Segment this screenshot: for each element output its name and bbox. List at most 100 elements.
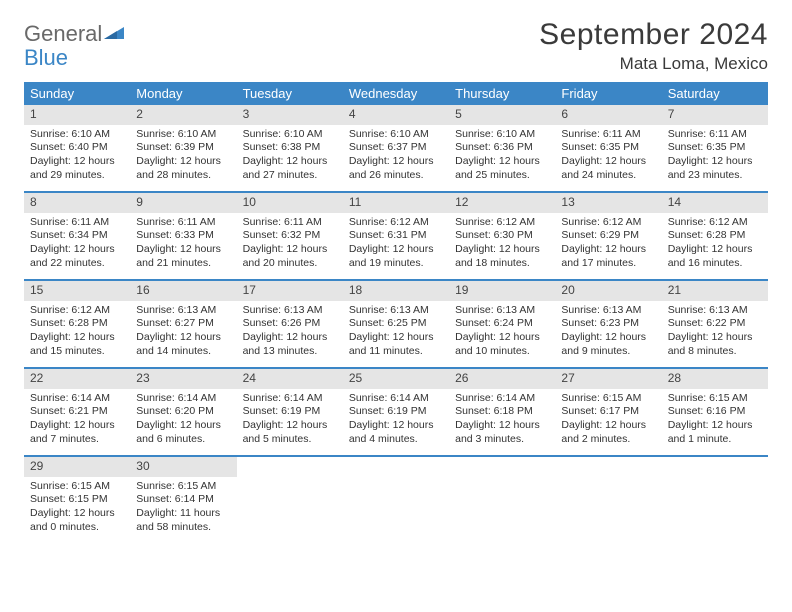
daylight-text: Daylight: 12 hours and 7 minutes.: [30, 419, 124, 446]
dow-monday: Monday: [130, 82, 236, 105]
daylight-text: Daylight: 12 hours and 9 minutes.: [561, 331, 655, 358]
sunrise-text: Sunrise: 6:12 AM: [349, 216, 443, 230]
day-number: 21: [662, 281, 768, 301]
day-number: 10: [237, 193, 343, 213]
sunset-text: Sunset: 6:19 PM: [349, 405, 443, 419]
day-body: Sunrise: 6:11 AMSunset: 6:34 PMDaylight:…: [24, 213, 130, 277]
sunset-text: Sunset: 6:23 PM: [561, 317, 655, 331]
day-number: 1: [24, 105, 130, 125]
sunset-text: Sunset: 6:26 PM: [243, 317, 337, 331]
day-cell: 26Sunrise: 6:14 AMSunset: 6:18 PMDayligh…: [449, 369, 555, 455]
day-cell: 5Sunrise: 6:10 AMSunset: 6:36 PMDaylight…: [449, 105, 555, 191]
daylight-text: Daylight: 12 hours and 13 minutes.: [243, 331, 337, 358]
sunrise-text: Sunrise: 6:13 AM: [243, 304, 337, 318]
sunset-text: Sunset: 6:20 PM: [136, 405, 230, 419]
daylight-text: Daylight: 12 hours and 23 minutes.: [668, 155, 762, 182]
daylight-text: Daylight: 12 hours and 29 minutes.: [30, 155, 124, 182]
sunset-text: Sunset: 6:22 PM: [668, 317, 762, 331]
daylight-text: Daylight: 12 hours and 17 minutes.: [561, 243, 655, 270]
sunset-text: Sunset: 6:28 PM: [668, 229, 762, 243]
day-body: Sunrise: 6:15 AMSunset: 6:14 PMDaylight:…: [130, 477, 236, 541]
daylight-text: Daylight: 12 hours and 16 minutes.: [668, 243, 762, 270]
daylight-text: Daylight: 12 hours and 26 minutes.: [349, 155, 443, 182]
dow-thursday: Thursday: [449, 82, 555, 105]
day-body: Sunrise: 6:13 AMSunset: 6:24 PMDaylight:…: [449, 301, 555, 365]
daylight-text: Daylight: 12 hours and 22 minutes.: [30, 243, 124, 270]
dow-tuesday: Tuesday: [237, 82, 343, 105]
sunrise-text: Sunrise: 6:11 AM: [668, 128, 762, 142]
day-cell: 17Sunrise: 6:13 AMSunset: 6:26 PMDayligh…: [237, 281, 343, 367]
day-cell: 1Sunrise: 6:10 AMSunset: 6:40 PMDaylight…: [24, 105, 130, 191]
day-body: Sunrise: 6:13 AMSunset: 6:23 PMDaylight:…: [555, 301, 661, 365]
day-number: 7: [662, 105, 768, 125]
day-cell: 3Sunrise: 6:10 AMSunset: 6:38 PMDaylight…: [237, 105, 343, 191]
day-cell: 11Sunrise: 6:12 AMSunset: 6:31 PMDayligh…: [343, 193, 449, 279]
day-number: 29: [24, 457, 130, 477]
sunset-text: Sunset: 6:33 PM: [136, 229, 230, 243]
daylight-text: Daylight: 12 hours and 0 minutes.: [30, 507, 124, 534]
day-cell: 19Sunrise: 6:13 AMSunset: 6:24 PMDayligh…: [449, 281, 555, 367]
daylight-text: Daylight: 12 hours and 1 minute.: [668, 419, 762, 446]
sunrise-text: Sunrise: 6:10 AM: [30, 128, 124, 142]
day-body: Sunrise: 6:12 AMSunset: 6:29 PMDaylight:…: [555, 213, 661, 277]
sunset-text: Sunset: 6:37 PM: [349, 141, 443, 155]
dow-saturday: Saturday: [662, 82, 768, 105]
empty-cell: [662, 457, 768, 543]
daylight-text: Daylight: 11 hours and 58 minutes.: [136, 507, 230, 534]
daylight-text: Daylight: 12 hours and 15 minutes.: [30, 331, 124, 358]
sunrise-text: Sunrise: 6:14 AM: [349, 392, 443, 406]
day-cell: 16Sunrise: 6:13 AMSunset: 6:27 PMDayligh…: [130, 281, 236, 367]
day-body: Sunrise: 6:12 AMSunset: 6:28 PMDaylight:…: [662, 213, 768, 277]
daylight-text: Daylight: 12 hours and 20 minutes.: [243, 243, 337, 270]
dow-friday: Friday: [555, 82, 661, 105]
day-number: 23: [130, 369, 236, 389]
day-cell: 4Sunrise: 6:10 AMSunset: 6:37 PMDaylight…: [343, 105, 449, 191]
daylight-text: Daylight: 12 hours and 11 minutes.: [349, 331, 443, 358]
week-row: 8Sunrise: 6:11 AMSunset: 6:34 PMDaylight…: [24, 191, 768, 279]
day-number: 27: [555, 369, 661, 389]
sunset-text: Sunset: 6:21 PM: [30, 405, 124, 419]
sunset-text: Sunset: 6:14 PM: [136, 493, 230, 507]
day-body: Sunrise: 6:14 AMSunset: 6:21 PMDaylight:…: [24, 389, 130, 453]
week-row: 22Sunrise: 6:14 AMSunset: 6:21 PMDayligh…: [24, 367, 768, 455]
daylight-text: Daylight: 12 hours and 4 minutes.: [349, 419, 443, 446]
dow-row: SundayMondayTuesdayWednesdayThursdayFrid…: [24, 82, 768, 105]
day-cell: 27Sunrise: 6:15 AMSunset: 6:17 PMDayligh…: [555, 369, 661, 455]
empty-cell: [343, 457, 449, 543]
day-number: 8: [24, 193, 130, 213]
day-number: 3: [237, 105, 343, 125]
sunrise-text: Sunrise: 6:15 AM: [561, 392, 655, 406]
day-cell: 28Sunrise: 6:15 AMSunset: 6:16 PMDayligh…: [662, 369, 768, 455]
day-number: 25: [343, 369, 449, 389]
day-body: Sunrise: 6:15 AMSunset: 6:16 PMDaylight:…: [662, 389, 768, 453]
day-cell: 30Sunrise: 6:15 AMSunset: 6:14 PMDayligh…: [130, 457, 236, 543]
day-number: 26: [449, 369, 555, 389]
sunrise-text: Sunrise: 6:10 AM: [243, 128, 337, 142]
daylight-text: Daylight: 12 hours and 10 minutes.: [455, 331, 549, 358]
day-body: Sunrise: 6:13 AMSunset: 6:27 PMDaylight:…: [130, 301, 236, 365]
day-number: 11: [343, 193, 449, 213]
logo-word1: General: [24, 21, 102, 46]
day-number: 5: [449, 105, 555, 125]
dow-sunday: Sunday: [24, 82, 130, 105]
day-body: Sunrise: 6:10 AMSunset: 6:39 PMDaylight:…: [130, 125, 236, 189]
day-body: Sunrise: 6:10 AMSunset: 6:38 PMDaylight:…: [237, 125, 343, 189]
sunrise-text: Sunrise: 6:13 AM: [668, 304, 762, 318]
day-body: Sunrise: 6:14 AMSunset: 6:20 PMDaylight:…: [130, 389, 236, 453]
day-body: Sunrise: 6:11 AMSunset: 6:32 PMDaylight:…: [237, 213, 343, 277]
day-body: Sunrise: 6:10 AMSunset: 6:37 PMDaylight:…: [343, 125, 449, 189]
day-cell: 12Sunrise: 6:12 AMSunset: 6:30 PMDayligh…: [449, 193, 555, 279]
sunrise-text: Sunrise: 6:13 AM: [136, 304, 230, 318]
sunrise-text: Sunrise: 6:14 AM: [136, 392, 230, 406]
daylight-text: Daylight: 12 hours and 6 minutes.: [136, 419, 230, 446]
sunrise-text: Sunrise: 6:15 AM: [136, 480, 230, 494]
sunrise-text: Sunrise: 6:10 AM: [455, 128, 549, 142]
daylight-text: Daylight: 12 hours and 8 minutes.: [668, 331, 762, 358]
day-number: 19: [449, 281, 555, 301]
day-number: 13: [555, 193, 661, 213]
title-block: September 2024 Mata Loma, Mexico: [539, 18, 768, 74]
sunrise-text: Sunrise: 6:13 AM: [455, 304, 549, 318]
daylight-text: Daylight: 12 hours and 21 minutes.: [136, 243, 230, 270]
sunrise-text: Sunrise: 6:11 AM: [561, 128, 655, 142]
day-body: Sunrise: 6:12 AMSunset: 6:31 PMDaylight:…: [343, 213, 449, 277]
